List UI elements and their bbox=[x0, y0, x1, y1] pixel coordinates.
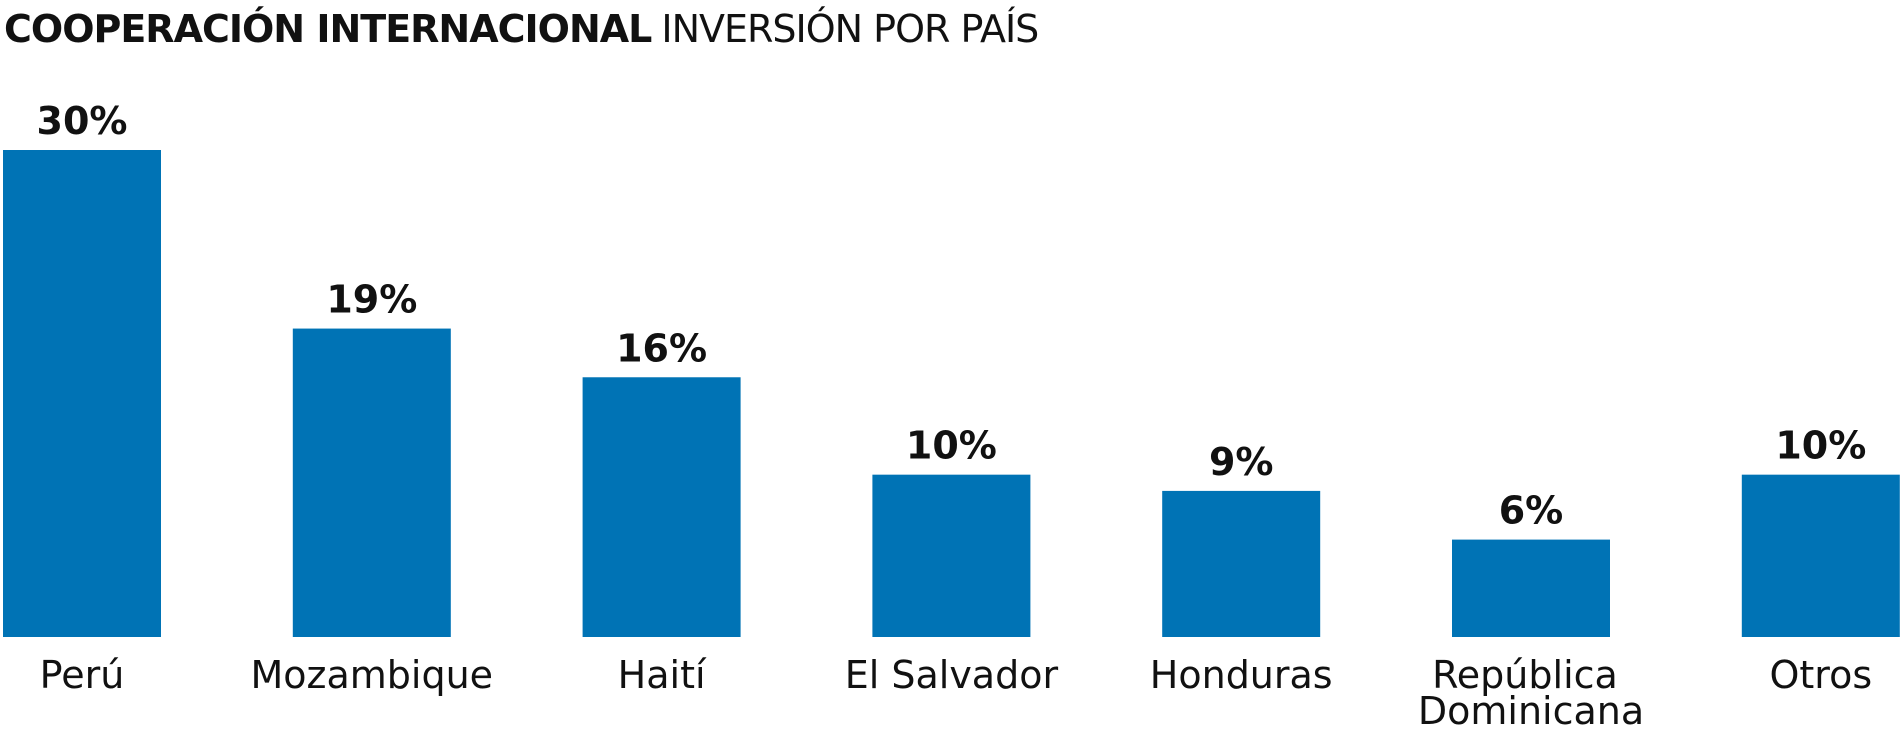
x-tick-label: Haití bbox=[618, 653, 707, 697]
x-tick-label: Mozambique bbox=[251, 653, 494, 697]
value-label: 16% bbox=[616, 326, 707, 370]
value-label: 6% bbox=[1499, 489, 1564, 533]
value-label: 19% bbox=[326, 278, 417, 322]
chart-subtitle: INVERSIÓN POR PAÍS bbox=[661, 7, 1038, 51]
bar bbox=[1162, 490, 1321, 637]
value-label: 10% bbox=[906, 424, 997, 468]
value-label: 30% bbox=[37, 99, 128, 143]
chart-title: COOPERACIÓN INTERNACIONAL bbox=[4, 7, 652, 51]
value-label: 9% bbox=[1209, 440, 1274, 484]
x-tick-label: Honduras bbox=[1150, 653, 1333, 697]
bar bbox=[582, 377, 741, 637]
x-tick-label: República Dominicana bbox=[1418, 653, 1644, 733]
bar bbox=[872, 474, 1031, 637]
bar bbox=[3, 150, 161, 637]
bar bbox=[1452, 539, 1610, 637]
bar bbox=[292, 328, 451, 637]
value-label: 10% bbox=[1775, 424, 1866, 468]
x-tick-label: Otros bbox=[1769, 653, 1872, 697]
x-tick-label: Perú bbox=[40, 653, 125, 697]
x-tick-label: El Salvador bbox=[845, 653, 1059, 697]
chart-heading: COOPERACIÓN INTERNACIONAL INVERSIÓN POR P… bbox=[4, 7, 1038, 51]
bar bbox=[1741, 474, 1900, 637]
